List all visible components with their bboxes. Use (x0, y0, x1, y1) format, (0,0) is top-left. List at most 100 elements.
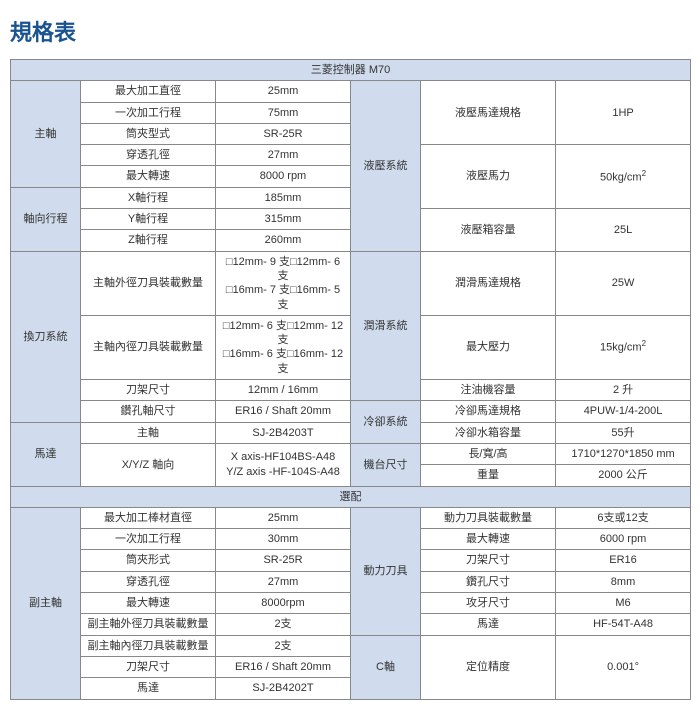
cell: 一次加工行程 (81, 102, 216, 123)
cell: 主軸外徑刀具裝載數量 (81, 251, 216, 315)
group-motor: 馬達 (11, 422, 81, 486)
cell: 8mm (556, 571, 691, 592)
cell: 6支或12支 (556, 507, 691, 528)
cell: 定位精度 (421, 635, 556, 699)
cell: 一次加工行程 (81, 529, 216, 550)
cell: 27mm (216, 571, 351, 592)
cell: 8000 rpm (216, 166, 351, 187)
cell: 0.001° (556, 635, 691, 699)
group-machine: 機台尺寸 (351, 443, 421, 486)
group-cooling: 冷卻系統 (351, 401, 421, 444)
cell: ER16 / Shaft 20mm (216, 401, 351, 422)
cell: 315mm (216, 209, 351, 230)
cell: X軸行程 (81, 187, 216, 208)
cell: □12mm- 9 支□12mm- 6 支 □16mm- 7 支□16mm- 5 … (216, 251, 351, 315)
spec-table: 三菱控制器 M70 主軸 最大加工直徑 25mm 液壓系統 液壓馬達規格 1HP… (10, 59, 691, 700)
cell: 主軸內徑刀具裝載數量 (81, 315, 216, 379)
cell: 刀架尺寸 (81, 380, 216, 401)
cell: 1710*1270*1850 mm (556, 443, 691, 464)
cell: 4PUW-1/4-200L (556, 401, 691, 422)
cell: 最大加工直徑 (81, 81, 216, 102)
cell: 冷卻馬達規格 (421, 401, 556, 422)
cell: M6 (556, 593, 691, 614)
cell: SJ-2B4202T (216, 678, 351, 699)
cell: 刀架尺寸 (81, 656, 216, 677)
group-toolchange: 換刀系統 (11, 251, 81, 422)
cell: 液壓箱容量 (421, 209, 556, 252)
cell: 最大壓力 (421, 315, 556, 379)
cell: 馬達 (421, 614, 556, 635)
cell: 1HP (556, 81, 691, 145)
cell: 冷卻水箱容量 (421, 422, 556, 443)
cell: SR-25R (216, 550, 351, 571)
cell: X axis-HF104BS-A48 Y/Z axis -HF-104S-A48 (216, 443, 351, 486)
cell: 鑽孔尺寸 (421, 571, 556, 592)
cell: 馬達 (81, 678, 216, 699)
group-subspindle: 副主軸 (11, 507, 81, 699)
option-header: 選配 (11, 486, 691, 507)
cell: X/Y/Z 軸向 (81, 443, 216, 486)
cell: 2支 (216, 635, 351, 656)
cell: 260mm (216, 230, 351, 251)
cell: 穿透孔徑 (81, 571, 216, 592)
cell: 最大加工棒材直徑 (81, 507, 216, 528)
cell: 刀架尺寸 (421, 550, 556, 571)
cell: 2000 公斤 (556, 465, 691, 486)
cell: 筒夾形式 (81, 550, 216, 571)
cell: 30mm (216, 529, 351, 550)
cell: 25mm (216, 81, 351, 102)
cell: 最大轉速 (81, 593, 216, 614)
cell: 75mm (216, 102, 351, 123)
group-axis: 軸向行程 (11, 187, 81, 251)
table-row: 副主軸 最大加工棒材直徑 25mm 動力刀具 動力刀具裝載數量 6支或12支 (11, 507, 691, 528)
header-controller: 三菱控制器 M70 (11, 60, 691, 81)
cell: 液壓馬達規格 (421, 81, 556, 145)
cell: HF-54T-A48 (556, 614, 691, 635)
table-row: 換刀系統 主軸外徑刀具裝載數量 □12mm- 9 支□12mm- 6 支 □16… (11, 251, 691, 315)
cell: 50kg/cm2 (556, 145, 691, 209)
group-lube: 潤滑系統 (351, 251, 421, 401)
cell: ER16 (556, 550, 691, 571)
table-row: 主軸 最大加工直徑 25mm 液壓系統 液壓馬達規格 1HP (11, 81, 691, 102)
cell: 潤滑馬達規格 (421, 251, 556, 315)
cell: 注油機容量 (421, 380, 556, 401)
cell: 副主軸內徑刀具裝載數量 (81, 635, 216, 656)
cell: 185mm (216, 187, 351, 208)
cell: 副主軸外徑刀具裝載數量 (81, 614, 216, 635)
cell: 55升 (556, 422, 691, 443)
cell: SJ-2B4203T (216, 422, 351, 443)
page-title: 規格表 (10, 15, 690, 47)
cell: SR-25R (216, 123, 351, 144)
cell: 長/寬/高 (421, 443, 556, 464)
group-livetool: 動力刀具 (351, 507, 421, 635)
cell: 8000rpm (216, 593, 351, 614)
cell: 最大轉速 (81, 166, 216, 187)
cell: 動力刀具裝載數量 (421, 507, 556, 528)
cell: 穿透孔徑 (81, 145, 216, 166)
cell: 25W (556, 251, 691, 315)
cell: 攻牙尺寸 (421, 593, 556, 614)
cell: 25L (556, 209, 691, 252)
cell: 12mm / 16mm (216, 380, 351, 401)
group-hydraulic: 液壓系統 (351, 81, 421, 251)
cell: 液壓馬力 (421, 145, 556, 209)
cell: Y軸行程 (81, 209, 216, 230)
cell: 25mm (216, 507, 351, 528)
table-row: X/Y/Z 軸向 X axis-HF104BS-A48 Y/Z axis -HF… (11, 443, 691, 464)
cell: □12mm- 6 支□12mm- 12 支 □16mm- 6 支□16mm- 1… (216, 315, 351, 379)
cell: 筒夾型式 (81, 123, 216, 144)
cell: 重量 (421, 465, 556, 486)
cell: 鑽孔軸尺寸 (81, 401, 216, 422)
cell: 最大轉速 (421, 529, 556, 550)
cell: 27mm (216, 145, 351, 166)
cell: Z軸行程 (81, 230, 216, 251)
cell: 6000 rpm (556, 529, 691, 550)
group-caxis: C軸 (351, 635, 421, 699)
group-spindle: 主軸 (11, 81, 81, 187)
cell: 15kg/cm2 (556, 315, 691, 379)
cell: 主軸 (81, 422, 216, 443)
cell: 2 升 (556, 380, 691, 401)
cell: 2支 (216, 614, 351, 635)
table-row: 副主軸內徑刀具裝載數量 2支 C軸 定位精度 0.001° (11, 635, 691, 656)
cell: ER16 / Shaft 20mm (216, 656, 351, 677)
